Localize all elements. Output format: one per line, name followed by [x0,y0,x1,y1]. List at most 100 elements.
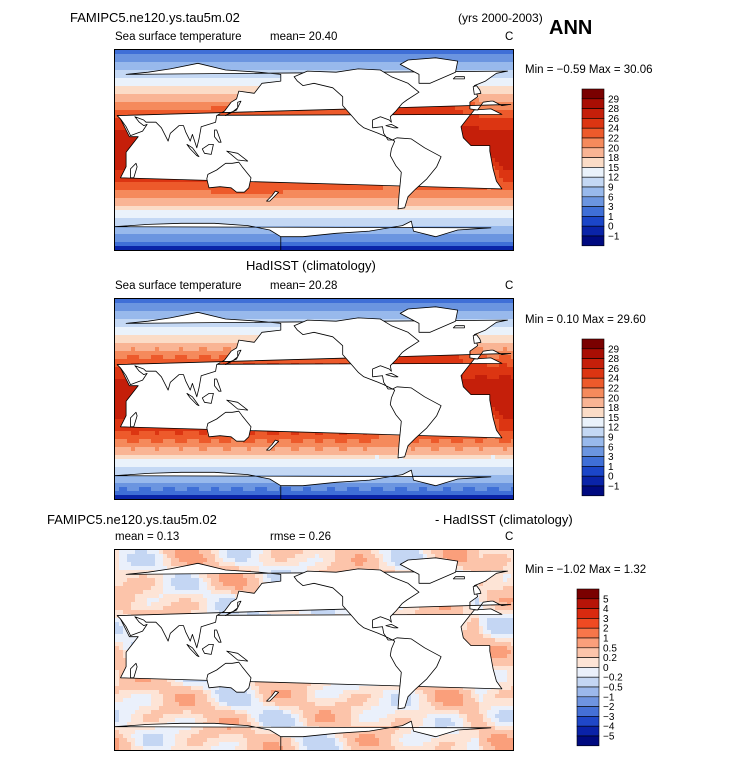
landmass-samerica [389,386,442,459]
colorbar-tick-label: 24 [608,374,620,385]
panel3-units: C [505,531,514,543]
colorbar-box [576,637,600,649]
landmass-namerica [293,68,420,141]
colorbar-box [581,436,605,448]
colorbar-tick-label: 26 [608,114,620,125]
landmass-australia [206,410,252,442]
sst-obs-map [114,298,514,500]
colorbar-tick-label: 0 [608,222,614,233]
landmass-iceland [452,76,465,80]
colorbar-box [581,407,605,418]
landmass-sumatra [186,144,200,158]
landmass-iceland [452,576,465,580]
colorbar-box [581,466,605,477]
colorbar-box [576,696,600,707]
colorbar-box [576,627,600,639]
colorbar-box [576,716,600,727]
colorbar-tick-label: 20 [608,393,620,404]
colorbar-box [581,157,605,168]
landmass-cuba [385,124,399,129]
sst-diff-map [114,549,514,751]
colorbar-box [581,446,605,457]
panel2-variable: Sea surface temperature [115,280,242,292]
landmass-cuba [385,624,399,629]
panel3-rmse: rmse = 0.26 [270,531,332,543]
colorbar-box [581,196,605,207]
landmass-philippines [214,129,222,143]
colorbar-box [576,725,600,737]
landmass-nz [266,439,279,451]
colorbar-box [576,618,600,629]
colorbar-box [581,206,605,217]
landmass-uk [472,585,482,595]
colorbar-tick-label: −1 [603,692,615,703]
colorbar-tick-label: 6 [608,442,614,453]
colorbar-box [581,475,605,487]
colorbar-tick-label: 9 [608,183,614,194]
panel1-colorbar: 29 28 26 24 22 20 18 15 12 9 6 3 1 0 −1 [581,88,642,250]
colorbar-box [581,108,605,119]
landmass-greenland [399,306,459,333]
landmass-nz [266,690,279,702]
colorbar-tick-label: −0.5 [603,683,623,694]
colorbar-tick-label: 12 [608,173,620,184]
colorbar-box [576,676,600,688]
colorbar-tick-label: 0.5 [603,643,617,654]
landmass-borneo [201,144,214,155]
landmass-antarctica [115,469,492,499]
panel2-units: C [505,280,514,292]
landmass-greenland [399,557,459,584]
colorbar-tick-label: 24 [608,124,620,135]
case-title: FAMIPC5.ne120.ys.tau5m.02 [70,10,240,25]
landmass-newguinea [226,650,249,662]
colorbar-tick-label: 28 [608,104,620,115]
colorbar-box [576,686,600,698]
panel3-title-left: FAMIPC5.ne120.ys.tau5m.02 [47,512,217,527]
colorbar-box [581,176,605,188]
colorbar-tick-label: 1 [608,212,614,223]
colorbar-box [581,456,605,467]
colorbar-box [581,397,605,408]
colorbar-tick-label: 2 [603,624,609,635]
landmass-eurasia [116,562,512,649]
colorbar-tick-label: 3 [608,452,614,463]
colorbar-box [581,137,605,149]
panel1-minmax: Min = −0.59 Max = 30.06 [525,64,653,76]
landmass-japan [225,349,242,365]
landmass-eurasia [116,311,512,398]
colorbar-box [576,706,600,717]
landmass-newguinea [226,399,249,411]
colorbar-box [581,485,605,497]
colorbar-box [581,225,605,237]
panel1-variable: Sea surface temperature [115,31,242,43]
colorbar-box [581,88,605,100]
colorbar-box [581,118,605,129]
panel2-mean: mean= 20.28 [270,280,338,292]
colorbar-box [581,216,605,227]
colorbar-box [581,417,605,428]
landmass-greenland [399,57,459,84]
colorbar-tick-label: 26 [608,364,620,375]
panel1-units: C [505,31,514,43]
colorbar-tick-label: 6 [608,192,614,203]
colorbar-tick-label: 3 [603,614,609,625]
colorbar-tick-label: 0 [608,472,614,483]
panel3-title-right: - HadISST (climatology) [435,512,573,527]
colorbar-box [576,657,600,668]
colorbar-tick-label: 1 [608,462,614,473]
colorbar-tick-label: −2 [603,702,615,713]
colorbar-tick-label: 15 [608,413,620,424]
panel2-title: HadISST (climatology) [246,258,376,273]
panel3-minmax: Min = −1.02 Max = 1.32 [525,564,647,576]
landmass-uk [472,85,482,95]
colorbar-box [581,348,605,359]
colorbar-box [581,98,605,109]
landmass-samerica [389,137,442,210]
colorbar-tick-label: 1 [603,634,609,645]
colorbar-tick-label: 3 [608,202,614,213]
landmass-antarctica [115,220,492,250]
landmass-japan [225,100,242,116]
colorbar-box [576,598,600,609]
years-label: (yrs 2000-2003) [458,11,543,25]
season-label: ANN [549,17,593,39]
